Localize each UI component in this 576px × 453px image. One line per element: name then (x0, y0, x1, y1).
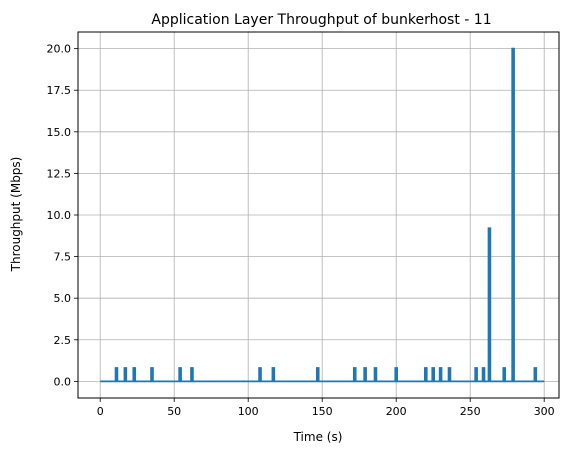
throughput-line (100, 47, 545, 383)
x-tick-label: 0 (97, 405, 104, 418)
x-tick-label: 200 (386, 405, 407, 418)
y-tick-label: 20.0 (47, 43, 72, 56)
y-tick-label: 2.5 (54, 334, 72, 347)
x-tick-label: 300 (534, 405, 555, 418)
grid (78, 32, 559, 398)
y-tick-label: 10.0 (47, 209, 72, 222)
y-tick-label: 12.5 (47, 167, 72, 180)
y-tick-label: 5.0 (54, 292, 72, 305)
x-tick-label: 250 (460, 405, 481, 418)
y-tick-label: 7.5 (54, 251, 72, 264)
x-tick-label: 100 (238, 405, 259, 418)
y-tick-label: 15.0 (47, 126, 72, 139)
y-axis-label: Throughput (Mbps) (9, 157, 23, 273)
x-tick-label: 150 (312, 405, 333, 418)
series-line (100, 47, 545, 383)
x-axis-label: Time (s) (293, 430, 343, 444)
y-tick-label: 17.5 (47, 84, 72, 97)
x-axis: 0 50 100 150 200 250 300 (97, 398, 555, 418)
x-tick-label: 50 (167, 405, 181, 418)
y-tick-label: 0.0 (54, 375, 72, 388)
chart-title: Application Layer Throughput of bunkerho… (151, 12, 491, 28)
y-axis: 0.0 2.5 5.0 7.5 10.0 12.5 15.0 17.5 20.0 (47, 43, 78, 388)
